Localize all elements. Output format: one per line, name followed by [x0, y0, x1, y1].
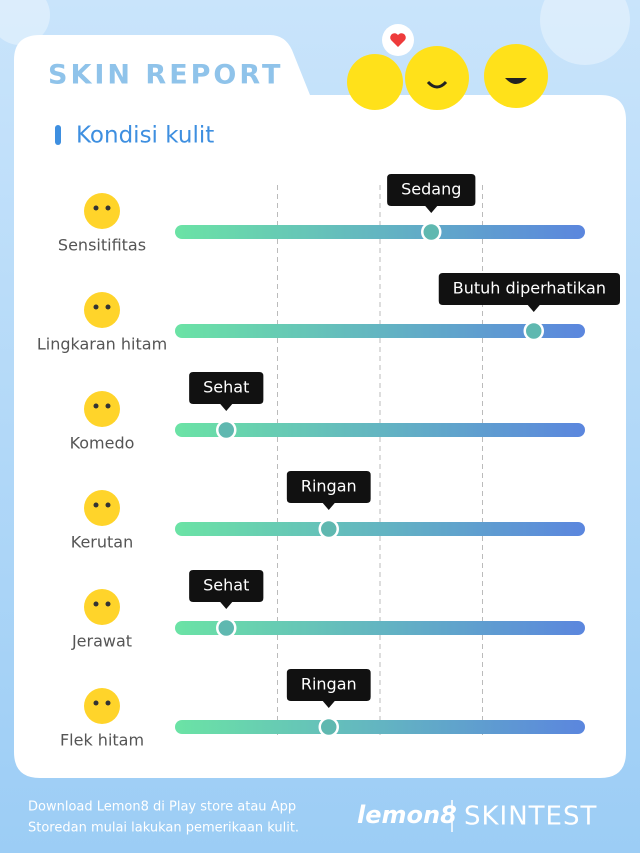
- tooltip-box: [286, 669, 371, 708]
- eye: [105, 700, 111, 706]
- bubble: [540, 0, 630, 65]
- level-label: Butuh diperhatikan: [453, 279, 606, 298]
- track: [175, 423, 585, 437]
- level-tooltip: Ringan: [286, 471, 371, 510]
- slider-marker: [421, 221, 442, 243]
- level-label: Sehat: [203, 576, 249, 595]
- eye: [105, 502, 111, 508]
- card: [14, 35, 626, 778]
- slider-marker: [318, 518, 339, 540]
- eye: [105, 205, 111, 211]
- row-label: Lingkaran hitam: [37, 335, 167, 354]
- level-label: Ringan: [301, 675, 357, 694]
- eye: [105, 403, 111, 409]
- product-logo: SKINTEST: [464, 802, 597, 832]
- row-label: Jerawat: [71, 632, 132, 651]
- tooltip-box: [189, 570, 264, 609]
- eye: [105, 601, 111, 607]
- eye: [93, 304, 99, 310]
- row: Sensitifitas Sedang: [58, 174, 585, 255]
- face-icon: [84, 589, 120, 625]
- face-icon: [84, 688, 120, 724]
- bubble: [0, 0, 50, 45]
- row-label: Sensitifitas: [58, 236, 146, 255]
- slider-marker: [216, 617, 237, 639]
- row-label: Kerutan: [71, 533, 133, 552]
- row: Komedo Sehat: [70, 372, 585, 453]
- slider-marker: [523, 320, 544, 342]
- face-icon: [84, 391, 120, 427]
- mascots: [347, 24, 548, 110]
- eye: [93, 403, 99, 409]
- level-label: Sedang: [401, 180, 461, 199]
- level-tooltip: Ringan: [286, 669, 371, 708]
- face-icon: [84, 292, 120, 328]
- slider-marker: [318, 716, 339, 738]
- brand-logo: lemon8: [357, 801, 457, 829]
- row-label: Flek hitam: [60, 731, 144, 750]
- face-icon: [84, 490, 120, 526]
- row: Jerawat Sehat: [71, 570, 585, 651]
- track: [175, 522, 585, 536]
- track: [175, 720, 585, 734]
- level-label: Sehat: [203, 378, 249, 397]
- level-tooltip: Butuh diperhatikan: [438, 273, 620, 312]
- row: Kerutan Ringan: [71, 471, 585, 552]
- row: Lingkaran hitam Butuh diperhatikan: [37, 273, 620, 354]
- footer-line: Storedan mulai lakukan pemerikaan kulit.: [28, 821, 299, 836]
- eye: [105, 304, 111, 310]
- track: [175, 621, 585, 635]
- eye: [93, 601, 99, 607]
- rows: Sensitifitas Sedang Lingkaran hitam Butuh d…: [37, 174, 620, 750]
- track: [175, 324, 585, 338]
- tooltip-box: [286, 471, 371, 510]
- section-marker: [55, 125, 61, 145]
- row: Flek hitam Ringan: [60, 669, 585, 750]
- track: [175, 225, 585, 239]
- slider-marker: [216, 419, 237, 441]
- level-tooltip: Sehat: [189, 372, 264, 411]
- tooltip-box: [438, 273, 620, 312]
- level-tooltip: Sehat: [189, 570, 264, 609]
- eye: [93, 205, 99, 211]
- row-label: Komedo: [70, 434, 135, 453]
- tooltip-box: [387, 174, 476, 213]
- report-title: SKIN REPORT: [48, 60, 283, 91]
- eye: [93, 700, 99, 706]
- section-title: Kondisi kulit: [76, 123, 214, 149]
- face-icon: [84, 193, 120, 229]
- level-label: Ringan: [301, 477, 357, 496]
- level-tooltip: Sedang: [387, 174, 476, 213]
- eye: [93, 502, 99, 508]
- footer-line: Download Lemon8 di Play store atau App: [28, 800, 296, 815]
- tooltip-box: [189, 372, 264, 411]
